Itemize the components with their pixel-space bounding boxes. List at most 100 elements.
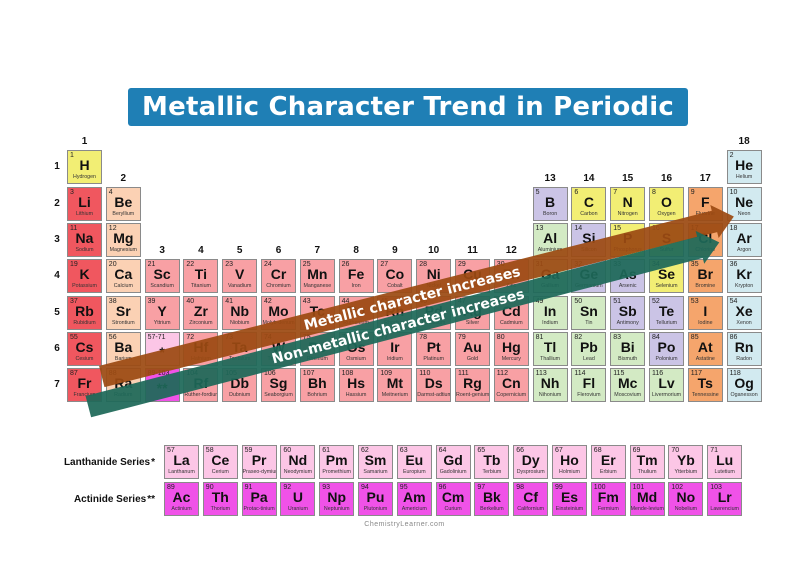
atomic-number: 36 <box>729 261 738 268</box>
group-label: 1 <box>81 136 88 147</box>
element-name: Cesium <box>75 356 94 362</box>
element-symbol: Eu <box>405 452 424 468</box>
atomic-number: 109 <box>380 370 393 377</box>
element-cell-pt: 78 Pt Platinum <box>416 332 452 366</box>
element-name: Calcium <box>113 283 133 289</box>
atomic-number: 18 <box>729 225 738 232</box>
element-symbol: Am <box>403 489 426 505</box>
element-cell-ho: 67 Ho Holmium <box>552 445 587 479</box>
element-name: Dysprosium <box>516 469 545 475</box>
element-name: Rhenium <box>306 356 328 362</box>
element-name: Iridium <box>386 356 403 362</box>
element-symbol: Og <box>734 375 754 391</box>
page-title: Metallic Character Trend in Periodic Tab… <box>128 88 688 160</box>
element-name: Argon <box>737 247 752 253</box>
atomic-number: 84 <box>652 334 660 341</box>
element-name: Manganese <box>303 283 332 289</box>
element-symbol: B <box>545 194 556 210</box>
element-cell-po: 84 Po Polonium <box>649 332 684 366</box>
element-cell-eu: 63 Eu Europium <box>396 445 432 479</box>
element-name: Hydrogen <box>73 174 96 180</box>
group-label: 7 <box>314 245 321 256</box>
atomic-number: 95 <box>399 484 408 491</box>
element-symbol: At <box>697 339 713 355</box>
element-symbol: Tb <box>483 452 501 468</box>
element-cell-br: 35 Br Bromine <box>687 259 723 293</box>
element-name: Potassium <box>72 283 97 289</box>
element-name: Lithium <box>75 211 94 217</box>
element-cell-er: 68 Er Erbium <box>590 445 626 479</box>
element-name: Barium <box>114 356 132 362</box>
element-cell-cs: 55 Cs Cesium <box>67 332 102 366</box>
element-symbol: Cs <box>75 339 94 355</box>
element-symbol: Cm <box>441 489 465 505</box>
element-symbol: Gd <box>443 452 463 468</box>
atomic-number: 86 <box>729 334 738 341</box>
element-name: Fermium <box>597 506 619 512</box>
element-cell-bi: 83 Bi Bismuth <box>610 332 646 366</box>
element-name: Seaborgium <box>264 392 293 398</box>
element-cell-pm: 61 Pm Promethium <box>319 445 355 479</box>
element-name: Bismuth <box>618 356 638 362</box>
element-cell-bh: 107 Bh Bohrium <box>299 368 335 402</box>
element-symbol: Al <box>543 230 558 246</box>
element-name: Rubidium <box>73 320 96 326</box>
atomic-number: 25 <box>302 261 311 268</box>
atomic-number: 81 <box>535 334 544 341</box>
element-cell-ts: 117 Ts Tennessine <box>687 368 723 402</box>
atomic-number: 61 <box>322 447 330 454</box>
element-cell-nd: 60 Nd Neodymium <box>280 445 316 479</box>
element-symbol: N <box>622 194 633 210</box>
element-symbol: Mg <box>113 230 134 246</box>
period-label: 2 <box>54 198 60 209</box>
element-name: Dubnium <box>229 392 251 398</box>
element-cell-yb: 70 Yb Ytterbium <box>668 445 704 479</box>
element-name: Gadolinium <box>439 469 467 475</box>
element-name: Bohrium <box>307 392 328 398</box>
element-name: Nobelium <box>674 506 698 512</box>
atomic-number: 101 <box>632 484 645 491</box>
element-name: Bromine <box>695 283 716 289</box>
atomic-number: 92 <box>283 484 292 491</box>
element-symbol: Pa <box>250 489 268 505</box>
element-cell-v: 23 V Vanadium <box>222 259 258 293</box>
element-symbol: Cf <box>523 489 539 505</box>
element-symbol: Lr <box>717 489 732 505</box>
element-name: Platinum <box>423 356 444 362</box>
element-cell-lr: 103 Lr Lawrencium <box>707 482 743 516</box>
element-cell-i: 53 I Iodine <box>687 296 723 330</box>
element-name: Selenium <box>655 283 678 289</box>
element-cell-np: 93 Np Neptunium <box>319 482 355 516</box>
atomic-number: 71 <box>710 447 718 454</box>
element-name: Antimony <box>616 320 639 326</box>
element-symbol: Hg <box>501 339 521 355</box>
element-name: Neptunium <box>323 506 350 512</box>
element-cell-sm: 62 Sm Samarium <box>358 445 393 479</box>
group-label: 8 <box>353 245 359 256</box>
element-name: Aluminium <box>537 247 563 253</box>
element-name: Titanium <box>190 283 211 289</box>
element-symbol: Tl <box>543 339 557 355</box>
element-name: Terbium <box>482 469 502 475</box>
element-name: Californium <box>517 506 545 512</box>
element-cell-ne: 10 Ne Neon <box>726 187 762 221</box>
element-cell-be: 4 Be Beryllium <box>105 187 141 221</box>
element-cell-fm: 100 Fm Fermium <box>590 482 626 516</box>
element-symbol: Kr <box>736 266 752 282</box>
element-name: Moscovium <box>614 392 642 398</box>
element-symbol: Bi <box>620 339 635 355</box>
element-cell-au: 79 Au Gold <box>455 332 490 366</box>
element-name: Neodymium <box>283 469 313 475</box>
element-cell-fe: 26 Fe Iron <box>338 259 374 293</box>
element-name: Lutetium <box>714 469 735 475</box>
element-name: Astatine <box>695 356 715 362</box>
atomic-number: 58 <box>205 447 214 454</box>
element-name: Silver <box>465 320 480 326</box>
atomic-number: 11 <box>70 225 78 232</box>
element-name: Lawrencium <box>710 506 739 512</box>
element-cell-he: 2 He Helium <box>726 150 762 184</box>
atomic-number: 26 <box>341 261 350 268</box>
atomic-number: 108 <box>341 370 354 377</box>
element-cell-cn: 112 Cn Copernicium <box>493 368 529 402</box>
atomic-number: 20 <box>108 261 117 268</box>
